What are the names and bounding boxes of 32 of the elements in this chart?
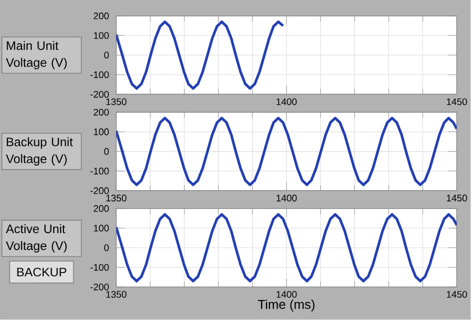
line-series bbox=[116, 20, 284, 90]
line-series bbox=[116, 116, 457, 186]
y-tick-label: 100 bbox=[94, 32, 109, 39]
y-tick-label: 200 bbox=[94, 205, 109, 212]
y-axis-title: Backup Unit Voltage (V) bbox=[6, 137, 73, 166]
x-tick-label: 1350 bbox=[106, 194, 126, 202]
x-tick-label: 1400 bbox=[276, 291, 297, 298]
y-tick-label: -200 bbox=[90, 187, 109, 194]
y-tick-label: 0 bbox=[104, 52, 109, 59]
y-tick-label: 100 bbox=[94, 224, 109, 232]
y-tick-label: -200 bbox=[90, 284, 109, 290]
x-tick-label: 1450 bbox=[446, 194, 467, 202]
y-tick-label: 200 bbox=[94, 12, 109, 20]
line-series bbox=[116, 213, 457, 282]
y-axis-title: Main Unit Voltage (V) bbox=[6, 41, 67, 70]
y-tick-label: 0 bbox=[104, 148, 109, 155]
y-tick-label: 200 bbox=[94, 108, 109, 116]
y-tick-label: -100 bbox=[90, 71, 109, 78]
y-tick-label: -100 bbox=[90, 264, 109, 271]
y-tick-label: -100 bbox=[90, 168, 109, 175]
x-tick-label: 1450 bbox=[446, 291, 467, 298]
y-tick-label: 0 bbox=[104, 244, 109, 252]
y-tick-label: -200 bbox=[90, 91, 109, 98]
y-axis-title: Active Unit Voltage (V) bbox=[6, 224, 67, 253]
x-tick-label: 1400 bbox=[276, 194, 297, 202]
y-tick-label: 100 bbox=[94, 128, 109, 136]
x-tick-label: 1350 bbox=[106, 291, 126, 298]
x-tick-label: 1400 bbox=[276, 98, 297, 106]
x-tick-label: 1350 bbox=[106, 98, 126, 106]
x-axis-title: Time (ms) bbox=[258, 300, 314, 312]
x-tick-label: 1450 bbox=[446, 98, 467, 106]
text: BACKUP bbox=[17, 268, 66, 277]
